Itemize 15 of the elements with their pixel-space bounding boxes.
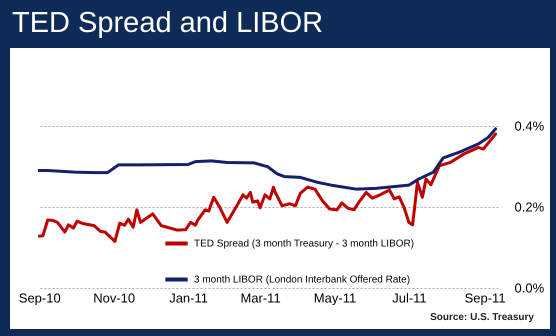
chart-title: TED Spread and LIBOR	[11, 6, 324, 41]
y-tick-label: 0.2%	[514, 200, 545, 214]
line-series	[38, 127, 498, 191]
x-tick-label: Sep-11	[464, 290, 506, 306]
x-tick-label: May-11	[314, 290, 356, 306]
x-tick-label: Jan-11	[169, 290, 208, 306]
x-tick-label: Jul-11	[392, 290, 427, 306]
x-tick-label: Sep-10	[18, 290, 61, 306]
x-tick-label: Mar-11	[240, 290, 281, 306]
legend-label: TED Spread (3 month Treasury - 3 month LIBOR)	[194, 238, 414, 250]
source-note: Source: U.S. Treasury	[430, 312, 534, 323]
y-tick-label: 0.4%	[514, 118, 545, 134]
x-tick-label: Nov-10	[93, 290, 136, 306]
legend-label: 3 month LIBOR (London Interbank Offered Rate)	[194, 274, 410, 286]
y-tick-label: 0.0%	[514, 280, 545, 296]
